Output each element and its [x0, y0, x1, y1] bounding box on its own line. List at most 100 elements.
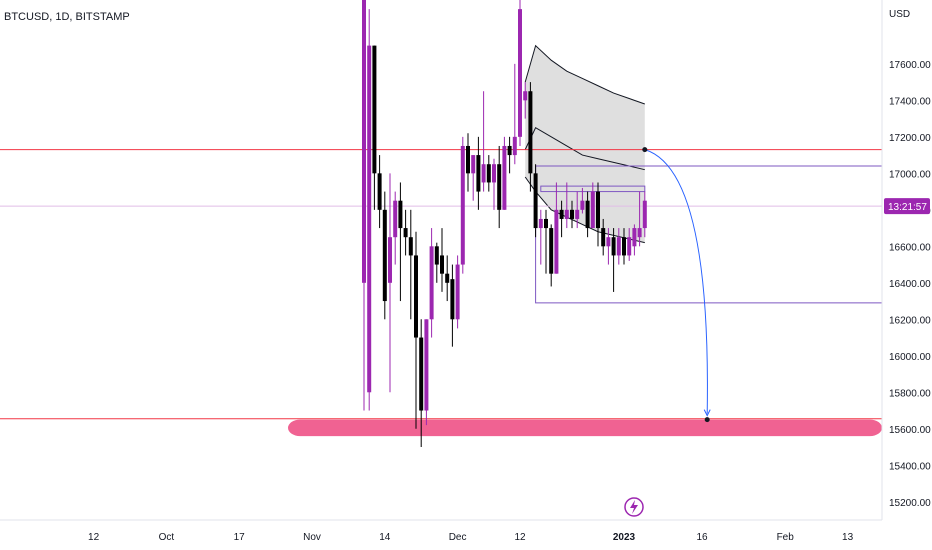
candle-body	[637, 228, 642, 238]
time-scale-area[interactable]	[0, 521, 882, 550]
candle-body	[403, 228, 408, 238]
band-fill	[525, 45, 645, 243]
projection-arrowhead	[703, 409, 711, 417]
candle-body	[580, 200, 585, 210]
price-scale-currency: USD	[889, 9, 910, 20]
candle-body	[518, 9, 522, 137]
candle-body	[601, 228, 606, 247]
candle-body	[445, 273, 450, 283]
candle-body	[471, 155, 476, 174]
price-tick-label: 16600.00	[889, 242, 931, 253]
candle-body	[616, 237, 621, 256]
candles	[362, 0, 647, 448]
target-zone-highlight	[288, 419, 882, 437]
candle-body	[372, 45, 377, 174]
projection-end-point	[704, 417, 710, 423]
price-tick-label: 16000.00	[889, 352, 931, 363]
candle-body	[622, 237, 626, 256]
candle-body	[544, 218, 548, 229]
current-price-badge-bg	[884, 198, 930, 215]
candle-body	[596, 191, 600, 229]
price-tick-label: 15800.00	[889, 388, 931, 399]
candle-body	[388, 237, 392, 283]
price-tick-label: 17400.00	[889, 96, 931, 107]
candle-body	[632, 228, 637, 247]
candle-body	[398, 200, 403, 229]
time-tick-label: 13	[842, 532, 854, 543]
time-tick-label: Nov	[303, 532, 321, 543]
candle-body	[393, 200, 398, 238]
candle-body	[564, 209, 569, 219]
candle-body	[362, 0, 366, 283]
price-tick-label: 17200.00	[889, 133, 931, 144]
candle-body	[554, 209, 559, 274]
projection-arrow	[642, 147, 711, 423]
candle-body	[606, 237, 611, 247]
candle-body	[424, 319, 429, 411]
candle-body	[512, 136, 517, 156]
horizontal-lines	[0, 149, 882, 437]
candle-body	[627, 237, 632, 256]
time-tick-label: 17	[234, 532, 246, 543]
candle-body	[486, 164, 491, 183]
band-middle-line	[524, 127, 645, 171]
time-tick-label: Dec	[449, 532, 467, 543]
candle-body	[367, 45, 372, 393]
candle-body	[497, 164, 502, 210]
time-tick-label: Feb	[777, 532, 795, 543]
candle-body	[642, 200, 647, 229]
price-tick-label: 15600.00	[889, 425, 931, 436]
candle-body	[382, 209, 387, 302]
time-tick-label: 16	[696, 532, 708, 543]
candle-body	[538, 218, 543, 229]
candle-body	[440, 255, 444, 274]
candle-body	[492, 164, 496, 183]
price-scale-area[interactable]	[883, 0, 932, 520]
chart-title: BTCUSD, 1D, BITSTAMP	[4, 11, 130, 23]
candle-body	[559, 209, 564, 219]
candle-body	[377, 173, 382, 210]
candle-body	[466, 145, 470, 174]
price-tick-label: 16400.00	[889, 279, 931, 290]
candle-body	[590, 191, 595, 229]
candle-body	[408, 237, 413, 256]
candle-body	[434, 246, 439, 265]
candle-body	[585, 200, 590, 229]
time-tick-label: 12	[88, 532, 100, 543]
time-tick-label: Oct	[159, 532, 175, 543]
candle-body	[414, 255, 418, 338]
candle-body	[502, 145, 507, 210]
price-tick-label: 17000.00	[889, 169, 931, 180]
candle-body	[549, 228, 554, 274]
time-tick-label: 14	[379, 532, 391, 543]
price-tick-label: 15400.00	[889, 461, 931, 472]
candle-body	[507, 145, 512, 156]
lightning-event-icon[interactable]	[624, 497, 644, 517]
candle-body	[429, 246, 434, 320]
projection-curve	[644, 149, 708, 414]
time-scale-ticks: 12 Oct 17 Nov 14 Dec 12 2023 16 Feb 13	[88, 532, 854, 543]
candle-body	[575, 209, 580, 219]
candle-body	[523, 91, 528, 101]
candle-body	[476, 155, 481, 192]
time-tick-label: 12	[514, 532, 526, 543]
candle-body	[570, 209, 574, 219]
band-upper-line	[524, 44, 645, 105]
current-price-badge: 13:21:57	[884, 198, 930, 215]
candle-body	[611, 237, 616, 256]
projection-start-point	[642, 147, 648, 153]
candle-body	[528, 91, 533, 174]
candle-body	[481, 164, 486, 183]
price-scale-ticks: 15200.00 15400.00 15600.00 15800.00 16000.00…	[889, 60, 931, 509]
price-tick-label: 17600.00	[889, 60, 931, 71]
candle-body	[419, 337, 424, 411]
candle-body	[533, 173, 538, 229]
candle-body	[460, 145, 465, 265]
price-tick-label: 15200.00	[889, 498, 931, 509]
time-tick-label: 2023	[613, 532, 636, 543]
current-price-countdown: 13:21:57	[888, 202, 927, 213]
candle-body	[450, 279, 455, 320]
candle-body	[455, 264, 460, 320]
